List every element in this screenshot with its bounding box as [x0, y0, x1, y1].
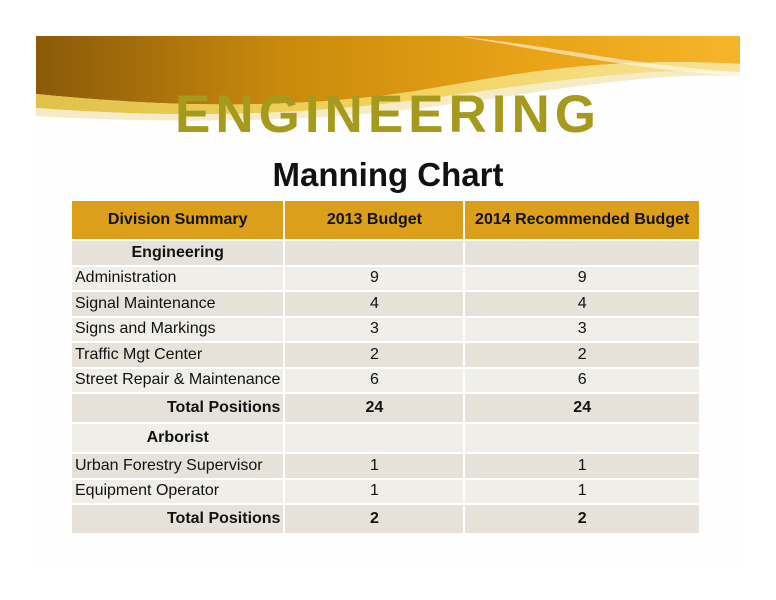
- total-label: Total Positions: [72, 504, 286, 535]
- row-name: Equipment Operator: [72, 478, 286, 505]
- row-2013: 2: [284, 342, 466, 369]
- table-header-row: Division Summary 2013 Budget 2014 Recomm…: [72, 201, 701, 241]
- table-row: Signal Maintenance 4 4: [72, 291, 701, 318]
- row-2013: 1: [284, 478, 466, 505]
- total-2013: 2: [284, 504, 466, 535]
- section-label: Engineering: [72, 240, 286, 267]
- table-row: Signs and Markings 3 3: [72, 316, 701, 343]
- total-label: Total Positions: [72, 393, 286, 424]
- section-label: Arborist: [72, 423, 286, 454]
- total-row-arborist: Total Positions 2 2: [72, 504, 701, 535]
- header-2013: 2013 Budget: [284, 201, 466, 241]
- row-2014: 1: [464, 453, 701, 480]
- row-2014: 1: [464, 478, 701, 505]
- total-row-engineering: Total Positions 24 24: [72, 393, 701, 424]
- total-2013: 24: [284, 393, 466, 424]
- empty-cell: [284, 240, 466, 267]
- empty-cell: [464, 240, 701, 267]
- total-2014: 24: [464, 393, 701, 424]
- table-row: Administration 9 9: [72, 265, 701, 292]
- page-subtitle: Manning Chart: [272, 156, 504, 193]
- row-2014: 6: [464, 367, 701, 394]
- row-name: Traffic Mgt Center: [72, 342, 286, 369]
- page-title: ENGINEERING: [174, 85, 602, 144]
- row-name: Urban Forestry Supervisor: [72, 453, 286, 480]
- table-row: Equipment Operator 1 1: [72, 478, 701, 505]
- row-2013: 9: [284, 265, 466, 292]
- row-2013: 1: [284, 453, 466, 480]
- table-row: Urban Forestry Supervisor 1 1: [72, 453, 701, 480]
- row-name: Signs and Markings: [72, 316, 286, 343]
- section-row-engineering: Engineering: [72, 240, 701, 267]
- row-2014: 2: [464, 342, 701, 369]
- header-2014: 2014 Recommended Budget: [464, 201, 701, 241]
- row-2013: 6: [284, 367, 466, 394]
- row-2013: 4: [284, 291, 466, 318]
- row-2013: 3: [284, 316, 466, 343]
- empty-cell: [464, 423, 701, 454]
- slide: ENGINEERING Manning Chart Division Summa…: [36, 36, 740, 564]
- total-2014: 2: [464, 504, 701, 535]
- row-2014: 4: [464, 291, 701, 318]
- header-division: Division Summary: [72, 201, 286, 241]
- section-row-arborist: Arborist: [72, 423, 701, 454]
- row-2014: 9: [464, 265, 701, 292]
- row-name: Administration: [72, 265, 286, 292]
- row-name: Signal Maintenance: [72, 291, 286, 318]
- swoosh-banner: [36, 36, 740, 121]
- row-2014: 3: [464, 316, 701, 343]
- empty-cell: [284, 423, 466, 454]
- row-name: Street Repair & Maintenance: [72, 367, 286, 394]
- table-row: Traffic Mgt Center 2 2: [72, 342, 701, 369]
- table-row: Street Repair & Maintenance 6 6: [72, 367, 701, 394]
- manning-table: Division Summary 2013 Budget 2014 Recomm…: [72, 201, 701, 535]
